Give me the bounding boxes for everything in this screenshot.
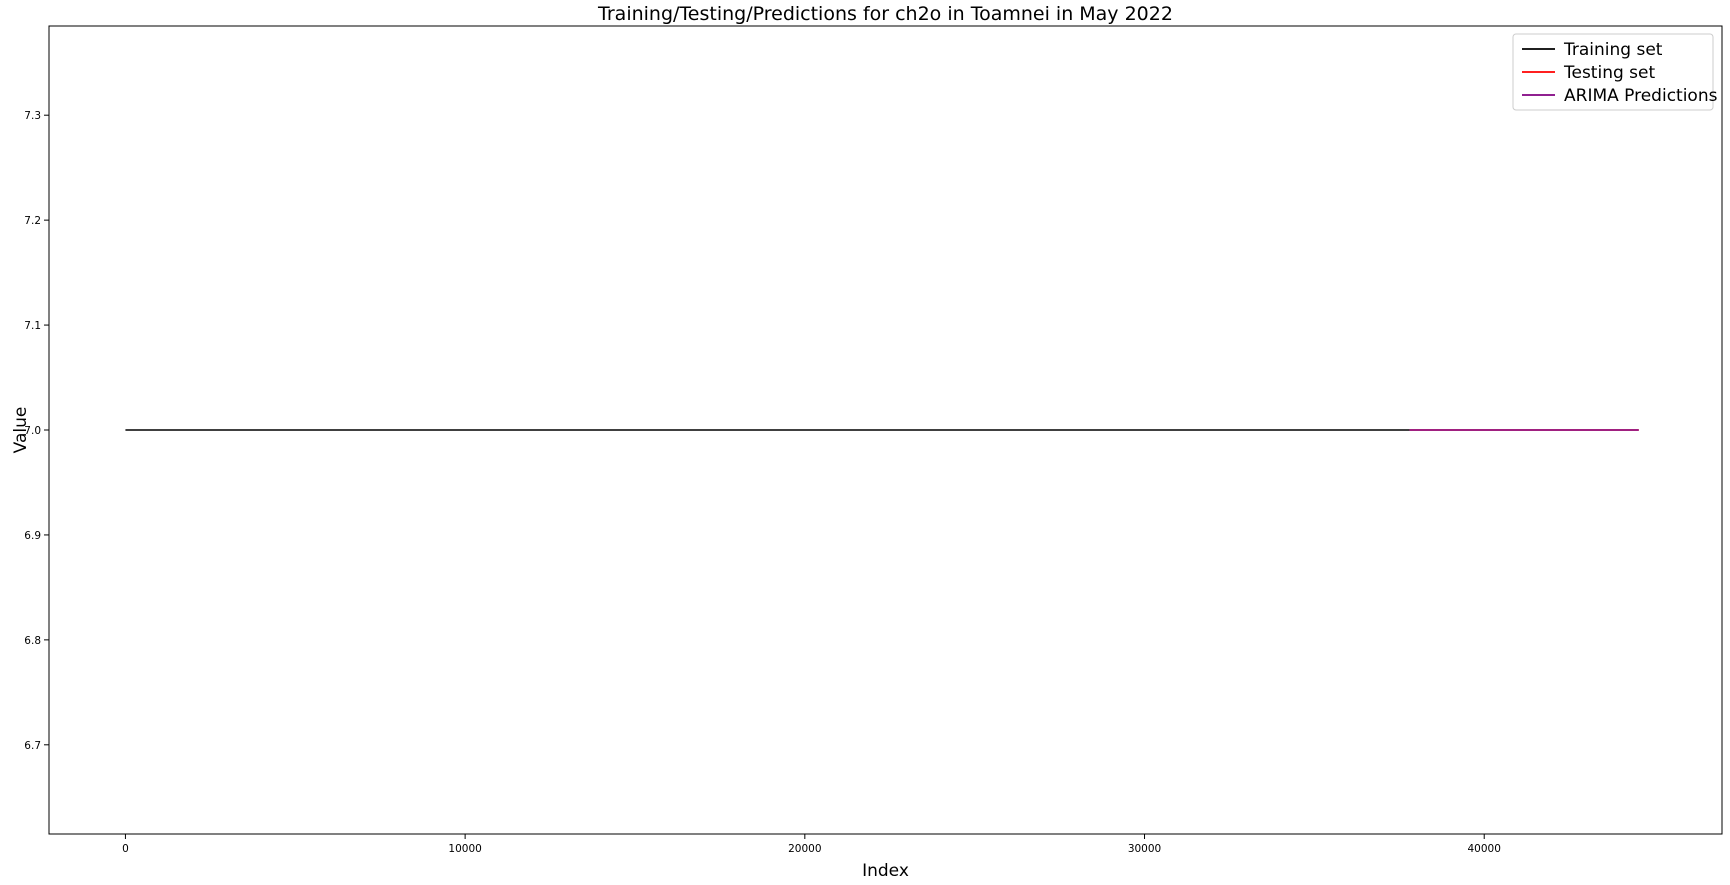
y-tick-label: 6.8 — [24, 635, 41, 647]
x-tick-label: 0 — [122, 843, 129, 855]
y-tick-label: 7.1 — [24, 320, 41, 332]
x-tick-label: 10000 — [448, 843, 481, 855]
y-axis-ticks: 6.7 6.8 6.9 7.0 7.1 7.2 7.3 — [24, 110, 49, 752]
x-tick-label: 20000 — [788, 843, 821, 855]
legend-label-2: ARIMA Predictions — [1564, 86, 1718, 106]
x-tick-label: 30000 — [1128, 843, 1161, 855]
x-tick-label: 40000 — [1468, 843, 1501, 855]
x-axis-label: Index — [862, 861, 909, 881]
y-tick-label: 7.2 — [24, 215, 41, 227]
y-axis-label: Value — [11, 407, 31, 454]
legend-box — [1512, 33, 1714, 111]
y-tick-label: 6.9 — [24, 530, 41, 542]
y-tick-label: 6.7 — [24, 740, 41, 752]
legend: Training set Testing set ARIMA Predictions — [1512, 33, 1718, 111]
legend-label-0: Training set — [1563, 40, 1663, 60]
y-tick-label: 7.3 — [24, 110, 41, 122]
x-axis-ticks: 0 10000 20000 30000 40000 — [122, 834, 1501, 855]
y-tick-label: 7.0 — [24, 425, 41, 437]
chart-title: Training/Testing/Predictions for ch2o in… — [597, 3, 1173, 25]
legend-label-1: Testing set — [1563, 63, 1655, 83]
